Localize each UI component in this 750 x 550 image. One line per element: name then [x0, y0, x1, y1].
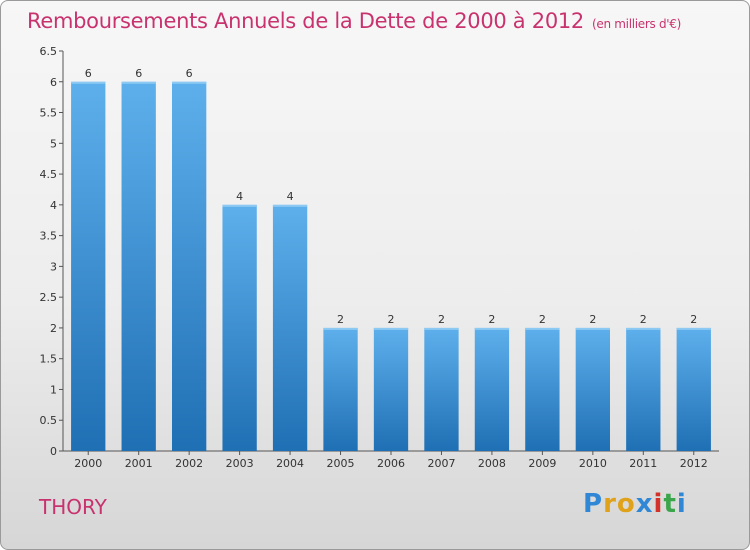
- x-tick-label: 2001: [125, 457, 153, 470]
- data-label: 6: [135, 67, 142, 80]
- bar-2003: [222, 204, 257, 451]
- x-tick-label: 2008: [478, 457, 506, 470]
- bar-highlight: [71, 81, 106, 84]
- bar-highlight: [626, 327, 661, 330]
- y-tick-label: 1.5: [40, 353, 58, 366]
- data-label: 2: [438, 313, 445, 326]
- chart-subtitle: (en milliers d'€): [592, 17, 682, 31]
- bar-2010: [575, 327, 611, 451]
- bar-highlight: [676, 327, 711, 330]
- bar-2006: [373, 327, 409, 451]
- commune-name: THORY: [39, 495, 107, 519]
- x-tick-label: 2007: [427, 457, 455, 470]
- x-tick-label: 2005: [327, 457, 355, 470]
- data-label: 2: [337, 313, 344, 326]
- bar-highlight: [575, 327, 611, 330]
- y-tick-label: 5: [50, 137, 57, 150]
- bar-2012: [676, 327, 711, 451]
- y-tick-label: 5.5: [40, 107, 58, 120]
- x-tick-label: 2012: [680, 457, 708, 470]
- bar-2001: [121, 81, 156, 452]
- y-tick-label: 3: [50, 260, 57, 273]
- bar-2000: [71, 81, 106, 452]
- bar-highlight: [323, 327, 358, 330]
- y-tick-label: 2.5: [40, 291, 58, 304]
- y-tick-label: 4: [50, 199, 57, 212]
- data-label: 2: [539, 313, 546, 326]
- chart-bars: 6 6 6 4 4 2 2 2 2 2 2 2 2: [71, 67, 711, 452]
- x-tick-label: 2010: [579, 457, 607, 470]
- data-label: 2: [388, 313, 395, 326]
- bar-2004: [272, 204, 308, 451]
- y-tick-label: 0.5: [40, 414, 58, 427]
- bar-highlight: [121, 81, 156, 84]
- bar-highlight: [525, 327, 560, 330]
- proxiti-logo: Proxiti: [583, 489, 687, 519]
- bar-2005: [323, 327, 358, 451]
- data-label: 2: [690, 313, 697, 326]
- y-tick-label: 6.5: [40, 45, 58, 58]
- chart-title-text: Remboursements Annuels de la Dette de 20…: [27, 9, 584, 33]
- bar-highlight: [424, 327, 459, 330]
- data-label: 4: [236, 190, 243, 203]
- bar-highlight: [272, 204, 308, 207]
- data-label: 2: [640, 313, 647, 326]
- y-tick-label: 1: [50, 383, 57, 396]
- bar-2007: [424, 327, 459, 451]
- bar-2002: [171, 81, 207, 452]
- bar-2011: [626, 327, 661, 451]
- y-tick-label: 0: [50, 445, 57, 458]
- bar-highlight: [474, 327, 510, 330]
- data-label: 2: [589, 313, 596, 326]
- bar-2008: [474, 327, 510, 451]
- y-tick-label: 3.5: [40, 230, 58, 243]
- x-tick-label: 2009: [528, 457, 556, 470]
- bar-highlight: [222, 204, 257, 207]
- bar-highlight: [373, 327, 409, 330]
- x-tick-label: 2004: [276, 457, 304, 470]
- chart-axes: 0 0.5 1 1.5 2 2.5 3 3.5 4 4.5 5 5.5 6 6.5 2000 2001 2002…: [40, 45, 719, 470]
- chart-title: Remboursements Annuels de la Dette de 20…: [27, 9, 681, 33]
- y-tick-label: 4.5: [40, 168, 58, 181]
- data-label: 6: [85, 67, 92, 80]
- x-tick-label: 2000: [74, 457, 102, 470]
- data-label: 6: [186, 67, 193, 80]
- data-label: 4: [287, 190, 294, 203]
- bar-highlight: [171, 81, 207, 84]
- x-tick-label: 2011: [629, 457, 657, 470]
- y-tick-label: 2: [50, 322, 57, 335]
- x-tick-label: 2006: [377, 457, 405, 470]
- x-tick-label: 2002: [175, 457, 203, 470]
- x-tick-label: 2003: [226, 457, 254, 470]
- bar-2009: [525, 327, 560, 451]
- y-tick-label: 6: [50, 76, 57, 89]
- data-label: 2: [488, 313, 495, 326]
